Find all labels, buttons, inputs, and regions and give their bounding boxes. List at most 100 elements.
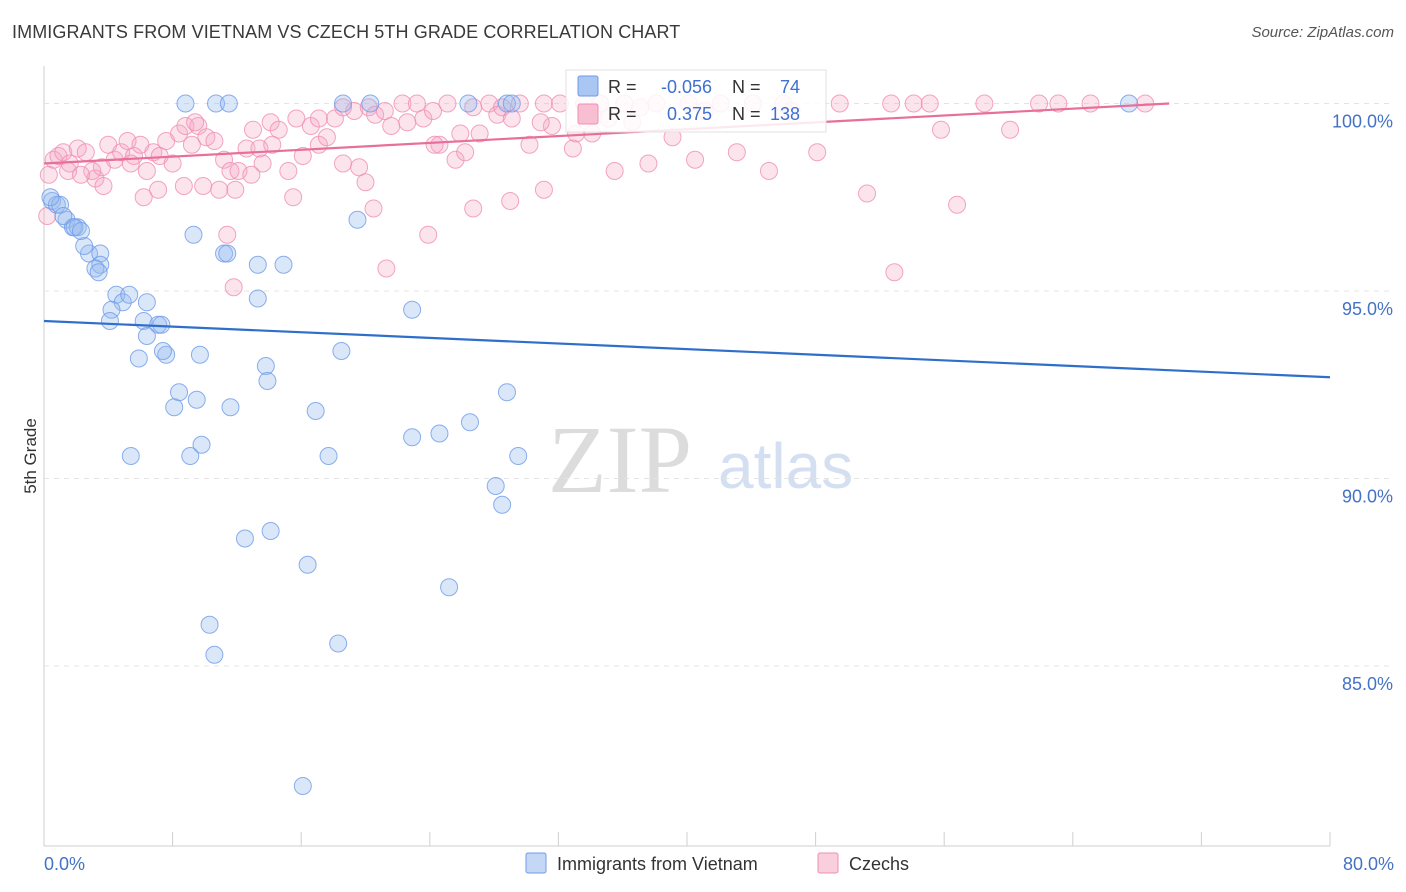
- point-vietnam: [152, 315, 171, 334]
- x-ticks: [43, 832, 1331, 846]
- point-czechs: [317, 128, 336, 147]
- point-czechs: [430, 135, 449, 154]
- point-czechs: [1001, 120, 1020, 139]
- point-czechs: [948, 195, 967, 214]
- point-czechs: [170, 124, 189, 143]
- y-tick-label: 100.0%: [1332, 112, 1393, 132]
- stats-swatch-vietnam: [577, 75, 599, 97]
- point-czechs: [163, 154, 182, 173]
- point-czechs: [224, 278, 243, 297]
- point-vietnam: [486, 477, 505, 495]
- point-czechs: [446, 150, 465, 169]
- point-vietnam: [100, 312, 119, 330]
- point-vietnam: [137, 327, 156, 345]
- stats-n-label-czechs: N =: [732, 104, 761, 124]
- trend-line-czechs: [43, 102, 1170, 165]
- point-vietnam: [75, 237, 94, 255]
- point-czechs: [419, 225, 438, 244]
- point-czechs: [205, 132, 224, 150]
- y-tick-label: 90.0%: [1342, 487, 1393, 507]
- point-czechs: [210, 180, 229, 199]
- point-vietnam: [502, 94, 521, 113]
- point-vietnam: [41, 188, 60, 207]
- point-czechs: [375, 102, 394, 120]
- point-czechs: [759, 162, 778, 180]
- point-czechs: [76, 143, 95, 162]
- point-vietnam: [113, 293, 132, 312]
- point-vietnam: [329, 634, 348, 653]
- point-vietnam: [332, 342, 351, 360]
- point-vietnam: [440, 578, 459, 597]
- point-czechs: [470, 124, 489, 143]
- point-czechs: [456, 143, 475, 162]
- point-vietnam: [205, 645, 224, 664]
- stats-r-value-vietnam: -0.056: [661, 77, 712, 97]
- point-czechs: [287, 109, 306, 128]
- point-czechs: [83, 162, 102, 180]
- x-tick-label-right: 80.0%: [1343, 854, 1394, 874]
- point-czechs: [218, 225, 237, 244]
- point-czechs: [858, 184, 877, 203]
- watermark-zip: ZIP: [548, 406, 692, 513]
- x-tick-label-left: 0.0%: [44, 854, 85, 874]
- point-vietnam: [460, 413, 479, 432]
- stats-r-value-czechs: 0.375: [667, 104, 712, 124]
- point-vietnam: [306, 402, 325, 420]
- point-czechs: [424, 102, 443, 120]
- chart-title: IMMIGRANTS FROM VIETNAM VS CZECH 5TH GRA…: [12, 22, 681, 42]
- point-czechs: [920, 94, 939, 113]
- point-czechs: [71, 165, 90, 184]
- point-vietnam: [137, 293, 156, 312]
- point-czechs: [542, 117, 561, 135]
- point-vietnam: [509, 447, 528, 465]
- point-vietnam: [348, 210, 367, 229]
- point-vietnam: [219, 94, 238, 113]
- point-vietnam: [187, 390, 206, 409]
- stats-n-value-czechs: 138: [770, 104, 800, 124]
- point-czechs: [882, 94, 901, 113]
- point-czechs: [1030, 94, 1049, 113]
- point-czechs: [425, 135, 444, 154]
- point-czechs: [727, 143, 746, 162]
- point-vietnam: [192, 435, 211, 454]
- stats-swatch-czechs: [577, 103, 599, 125]
- point-vietnam: [293, 777, 312, 795]
- source-label: Source: ZipAtlas.com: [1251, 24, 1394, 41]
- legend-swatch-czechs[interactable]: [817, 852, 839, 874]
- legend-label-czechs[interactable]: Czechs: [849, 854, 909, 874]
- point-vietnam: [235, 529, 254, 548]
- point-czechs: [242, 165, 261, 184]
- point-vietnam: [459, 94, 478, 113]
- series-legend: Immigrants from Vietnam Czechs: [525, 852, 909, 874]
- point-vietnam: [181, 447, 200, 465]
- point-czechs: [253, 154, 272, 173]
- point-czechs: [393, 94, 412, 113]
- point-vietnam: [184, 225, 203, 244]
- point-vietnam: [497, 383, 516, 402]
- point-czechs: [686, 150, 705, 169]
- y-axis-title: 5th Grade: [21, 418, 40, 494]
- point-vietnam: [71, 222, 90, 240]
- point-vietnam: [493, 495, 512, 514]
- legend-swatch-vietnam[interactable]: [525, 852, 547, 874]
- point-czechs: [808, 143, 827, 162]
- point-czechs: [186, 113, 205, 132]
- point-czechs: [398, 113, 417, 132]
- point-czechs: [176, 117, 195, 135]
- point-vietnam: [1120, 94, 1139, 113]
- point-czechs: [293, 147, 312, 165]
- point-czechs: [520, 135, 539, 154]
- point-czechs: [975, 94, 994, 113]
- y-tick-label: 95.0%: [1342, 299, 1393, 319]
- point-vietnam: [121, 447, 140, 465]
- point-vietnam: [120, 285, 139, 304]
- point-vietnam: [258, 372, 277, 390]
- point-vietnam: [319, 447, 338, 465]
- point-czechs: [350, 158, 369, 177]
- legend-label-vietnam[interactable]: Immigrants from Vietnam: [557, 854, 758, 874]
- point-czechs: [531, 113, 550, 132]
- point-czechs: [885, 263, 904, 282]
- point-czechs: [333, 154, 352, 173]
- point-vietnam: [430, 424, 449, 443]
- point-czechs: [279, 162, 298, 180]
